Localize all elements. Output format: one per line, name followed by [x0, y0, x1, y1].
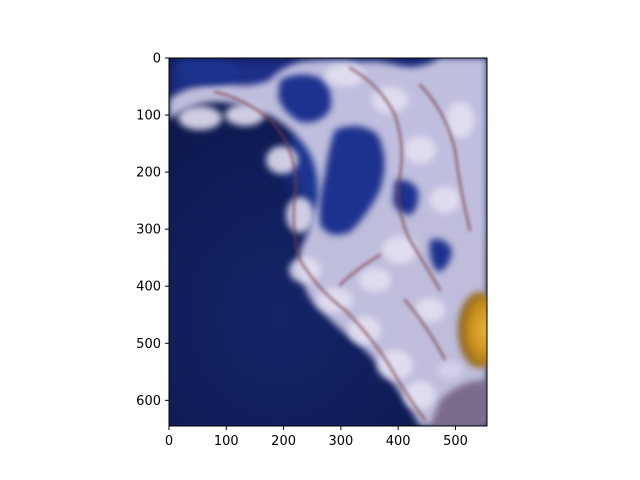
- y-tick-label: 300: [136, 223, 161, 238]
- x-tick-label: 500: [443, 434, 468, 449]
- x-tick-label: 300: [328, 434, 353, 449]
- plot-image: [169, 58, 487, 426]
- y-tick-label: 0: [153, 52, 161, 67]
- x-axis: 0 100 200 300 400 500: [165, 426, 468, 449]
- x-tick-label: 400: [386, 434, 411, 449]
- y-tick-label: 600: [136, 394, 161, 409]
- y-axis: 0 100 200 300 400 500 600: [136, 52, 169, 409]
- x-tick-label: 100: [214, 434, 239, 449]
- y-tick-label: 100: [136, 109, 161, 124]
- plot-frame: [168, 57, 488, 427]
- y-tick-label: 500: [136, 337, 161, 352]
- y-tick-label: 200: [136, 166, 161, 181]
- x-tick-label: 0: [165, 434, 173, 449]
- y-tick-label: 400: [136, 280, 161, 295]
- x-tick-label: 200: [271, 434, 296, 449]
